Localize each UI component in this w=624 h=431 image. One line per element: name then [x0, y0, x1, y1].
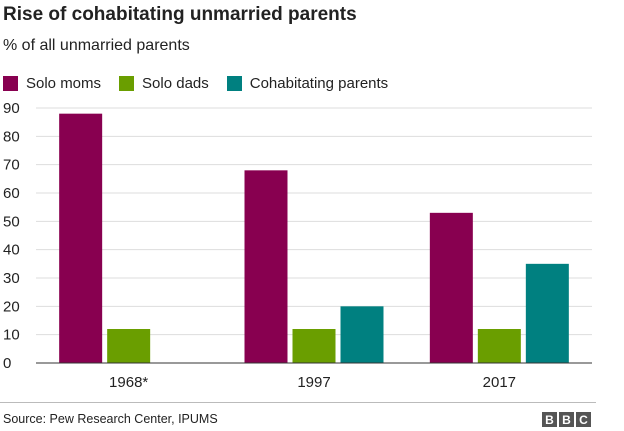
y-tick-label: 70 [3, 157, 20, 174]
legend-item-solo-dads: Solo dads [119, 75, 209, 92]
bar-solo-moms [429, 212, 473, 363]
bar-solo-moms [244, 170, 288, 363]
legend-label-solo-moms: Solo moms [26, 74, 102, 92]
bar-solo-dads [107, 329, 151, 363]
y-tick-label: 10 [3, 327, 20, 344]
y-tick-label: 90 [3, 100, 20, 117]
footer-divider [0, 402, 596, 403]
bar-cohabitating-parents [525, 263, 569, 363]
bar-chart: 0 10 20 30 40 50 60 70 80 90 1968* 1997 2017 [3, 100, 592, 391]
bbc-logo-letter: B [542, 412, 557, 427]
y-tick-label: 80 [3, 128, 20, 145]
legend-item-cohabitating-parents: Cohabitating parents [226, 74, 389, 92]
bbc-logo: B B C [540, 412, 591, 427]
x-tick-label: 1997 [297, 374, 330, 391]
chart-subtitle: % of all unmarried parents [3, 37, 190, 54]
x-tick-label: 1968* [109, 374, 148, 391]
bar-cohabitating-parents [340, 306, 384, 363]
bar-solo-dads [292, 329, 336, 363]
legend-label-solo-dads: Solo dads [142, 74, 209, 92]
legend-swatch-cohabitating-parents [226, 75, 242, 91]
legend-swatch-solo-moms [3, 75, 18, 91]
y-tick-label: 30 [3, 270, 20, 287]
y-tick-label: 0 [3, 355, 11, 372]
legend: Solo moms Solo dads Cohabitating parents [3, 72, 406, 94]
bar-solo-moms [59, 113, 103, 364]
y-tick-label: 40 [3, 242, 20, 259]
bar-solo-dads [477, 329, 521, 363]
chart-title: Rise of cohabitating unmarried parents [3, 4, 357, 25]
legend-label-cohabitating-parents: Cohabitating parents [249, 74, 389, 92]
x-tick-label: 2017 [483, 374, 516, 391]
bbc-logo-letter: B [559, 412, 574, 427]
y-tick-label: 20 [3, 298, 20, 315]
y-tick-label: 50 [3, 213, 20, 230]
source-note: Source: Pew Research Center, IPUMS [3, 412, 218, 426]
legend-swatch-solo-dads [119, 75, 135, 91]
legend-item-solo-moms: Solo moms [3, 75, 101, 92]
y-tick-label: 60 [3, 185, 20, 202]
bbc-logo-letter: C [576, 412, 591, 427]
